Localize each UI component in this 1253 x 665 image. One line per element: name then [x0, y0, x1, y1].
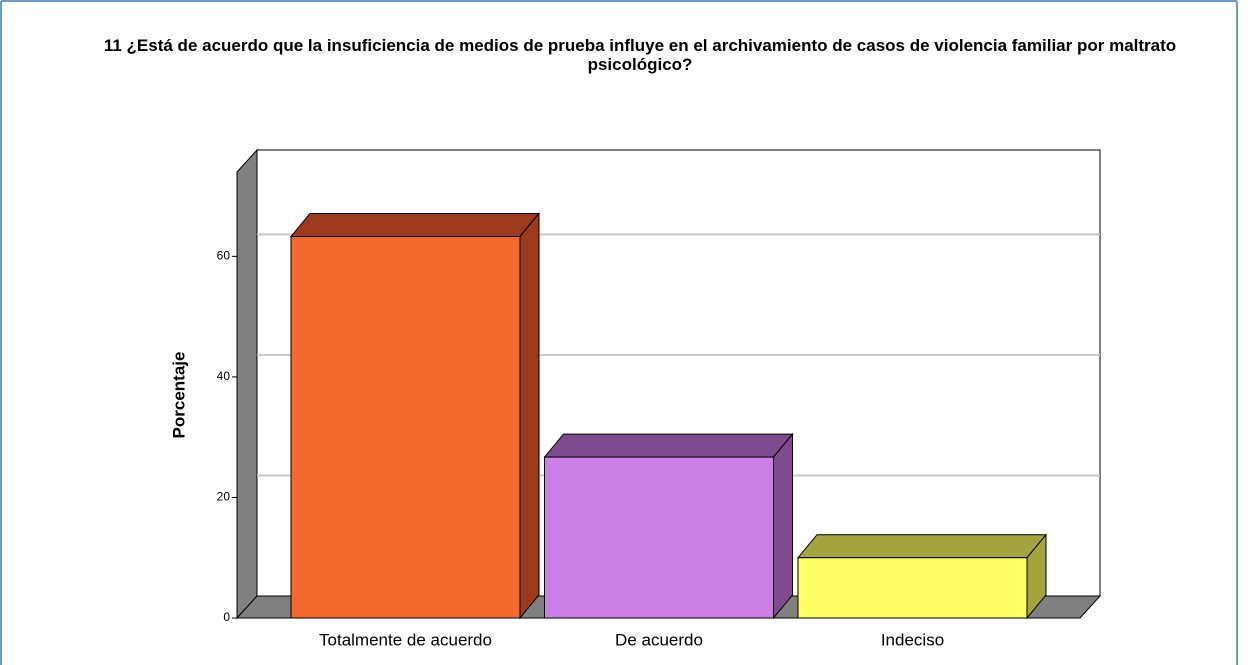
y-tick-label: 20	[217, 490, 231, 504]
y-tick-label: 40	[217, 369, 231, 383]
bar-side	[519, 212, 540, 620]
y-tick-label: 60	[217, 249, 231, 263]
bar-top	[543, 433, 794, 458]
x-tick-label: De acuerdo	[615, 630, 703, 649]
x-tick-label: Totalmente de acuerdo	[319, 630, 492, 649]
bar-side	[773, 432, 793, 620]
y-axis-label: Porcentaje	[169, 352, 188, 439]
bar	[544, 456, 774, 619]
bar-top	[289, 212, 541, 237]
bar	[797, 557, 1028, 619]
left-wall	[236, 148, 258, 620]
x-tick-label: Indeciso	[881, 630, 944, 649]
bar	[290, 235, 521, 619]
bar-top	[796, 534, 1048, 559]
chart-title: 11 ¿Está de acuerdo que la insuficiencia…	[103, 36, 1177, 74]
y-tick-label: 0	[223, 610, 230, 624]
